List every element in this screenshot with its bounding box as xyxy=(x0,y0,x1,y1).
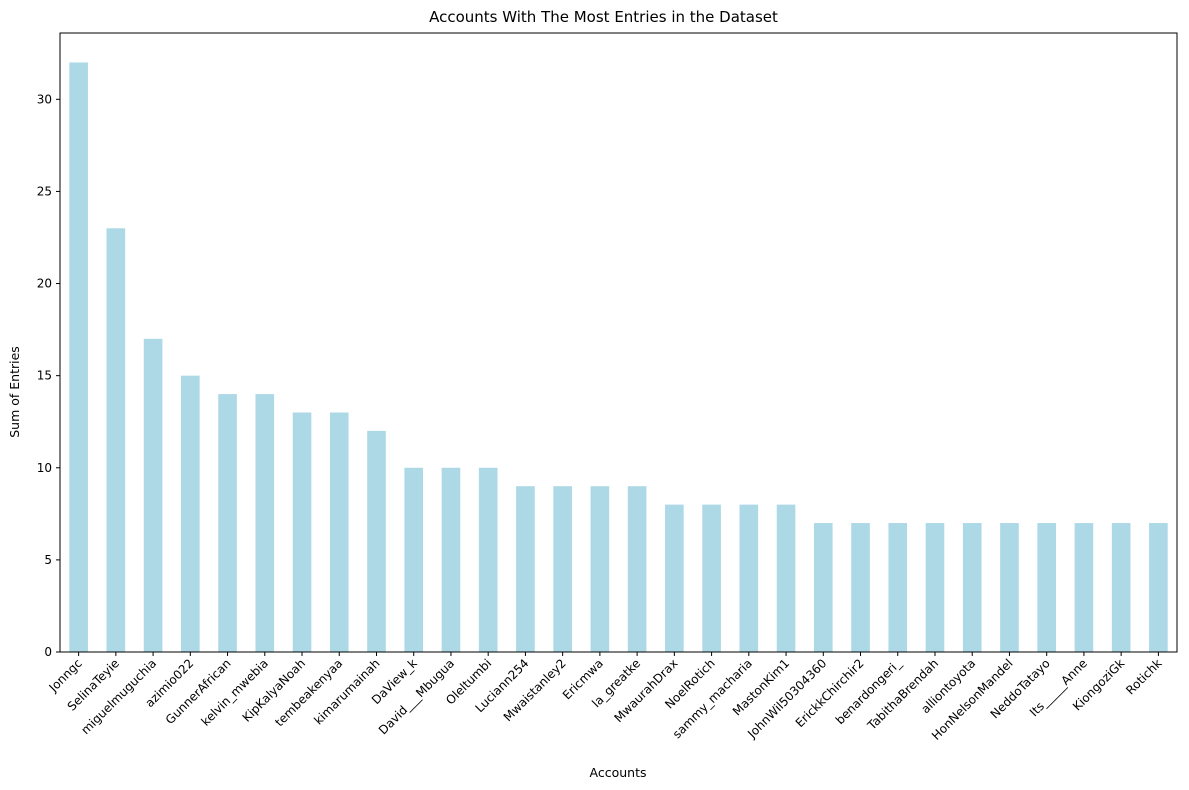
bar-la_greatke xyxy=(628,486,647,652)
y-tick-label: 15 xyxy=(37,369,52,383)
x-tick-label: benardongeri_ xyxy=(833,656,905,728)
bar-benardongeri_ xyxy=(888,523,907,652)
bar-KiongoziGk xyxy=(1112,523,1131,652)
y-tick-label: 20 xyxy=(37,277,52,291)
bar-GunnerAfrican xyxy=(218,394,237,652)
bar-Rotichk xyxy=(1149,523,1168,652)
y-tick-label: 10 xyxy=(37,461,52,475)
bar-kimarumainah xyxy=(367,431,386,652)
bar-NoelRotich xyxy=(702,505,721,652)
bar-Mwaistanley2 xyxy=(553,486,572,652)
x-tick-label: kelvin_mwebia xyxy=(198,656,270,728)
bar-kelvin_mwebia xyxy=(255,394,274,652)
bar-NeddoTatayo xyxy=(1037,523,1056,652)
y-tick-label: 25 xyxy=(37,184,52,198)
y-tick-label: 30 xyxy=(37,92,52,106)
bar-Ericmwa xyxy=(591,486,610,652)
bar-DaView_k xyxy=(404,468,423,652)
bar-Its_____Anne xyxy=(1075,523,1094,652)
bar-azimio022 xyxy=(181,376,200,652)
bar-KipKalyaNoah xyxy=(293,413,312,652)
bar-Jonngc xyxy=(69,62,88,652)
bar-miguelmuguchia xyxy=(144,339,163,652)
x-tick-label: GunnerAfrican xyxy=(163,656,234,727)
y-axis-label: Sum of Entries xyxy=(7,346,22,438)
bar-sammy_macharia xyxy=(740,505,759,652)
bar-alliontoyota xyxy=(963,523,982,652)
bar-Oleltumbi xyxy=(479,468,498,652)
x-tick-label: kimarumainah xyxy=(311,656,382,727)
bar-ErickkChirchir2 xyxy=(851,523,870,652)
x-tick-label: ErickkChirchir2 xyxy=(793,656,867,730)
bar-David___Mbugua xyxy=(442,468,461,652)
bar-MwaurahDrax xyxy=(665,505,684,652)
bar-HonNelsonMandel xyxy=(1000,523,1019,652)
y-axis-ticks: 0 5 10 15 20 25 30 xyxy=(37,92,60,659)
bar-SelinaTeyie xyxy=(107,228,126,652)
y-tick-label: 5 xyxy=(44,553,52,567)
bar-tembeakenyaa xyxy=(330,413,349,652)
bar-JohnWil50304360 xyxy=(814,523,833,652)
bar-MastonKim1 xyxy=(777,505,796,652)
x-tick-label: Rotichk xyxy=(1123,656,1164,697)
bar-TabithaBrendah xyxy=(926,523,945,652)
x-axis-ticks: JonngcSelinaTeyiemiguelmuguchiaazimio022… xyxy=(46,652,1165,743)
chart-title: Accounts With The Most Entries in the Da… xyxy=(429,8,778,26)
bars-group xyxy=(69,62,1167,652)
y-tick-label: 0 xyxy=(44,645,52,659)
x-tick-label: tembeakenyaa xyxy=(272,656,345,729)
x-axis-label: Accounts xyxy=(590,765,647,780)
bar-Luciann254 xyxy=(516,486,535,652)
